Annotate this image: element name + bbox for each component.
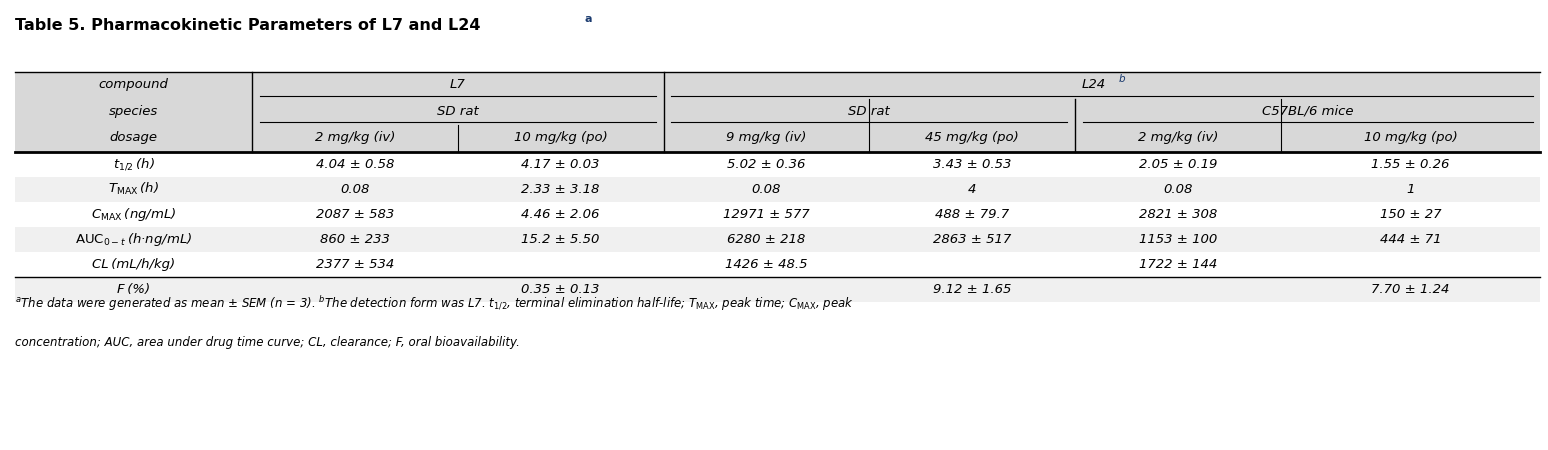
Bar (15, 227, 1540, 252)
Text: 10 mg/kg (po): 10 mg/kg (po) (514, 131, 607, 144)
Text: 0.08: 0.08 (752, 183, 782, 196)
Text: 2 mg/kg (iv): 2 mg/kg (iv) (1138, 131, 1218, 144)
Bar (15, 152, 1540, 176)
Text: 1153 ± 100: 1153 ± 100 (1139, 233, 1217, 246)
Text: 444 ± 71: 444 ± 71 (1379, 233, 1441, 246)
Bar (15, 277, 1540, 302)
Bar (15, 176, 1540, 202)
Text: 2377 ± 534: 2377 ± 534 (316, 258, 393, 271)
Text: C57BL/6 mice: C57BL/6 mice (1262, 104, 1353, 117)
Text: 12971 ± 577: 12971 ± 577 (723, 208, 810, 221)
Text: $T_{\mathrm{MAX}}$ (h): $T_{\mathrm{MAX}}$ (h) (108, 181, 159, 197)
Text: $^a$The data were generated as mean $\pm$ SEM ($n$ = 3). $^b$The detection form : $^a$The data were generated as mean $\pm… (15, 295, 854, 314)
Text: 7.70 ± 1.24: 7.70 ± 1.24 (1372, 283, 1450, 296)
Text: F (%): F (%) (118, 283, 150, 296)
Bar (15, 252, 1540, 277)
Text: a: a (585, 14, 591, 24)
Text: 2.33 ± 3.18: 2.33 ± 3.18 (522, 183, 599, 196)
Text: 2863 ± 517: 2863 ± 517 (933, 233, 1011, 246)
Text: $t_{1/2}$ (h): $t_{1/2}$ (h) (113, 156, 155, 172)
Text: 4.17 ± 0.03: 4.17 ± 0.03 (522, 158, 599, 171)
Text: compound: compound (99, 78, 169, 91)
Text: 9.12 ± 1.65: 9.12 ± 1.65 (933, 283, 1011, 296)
Text: 9 mg/kg (iv): 9 mg/kg (iv) (726, 131, 807, 144)
Text: 4.04 ± 0.58: 4.04 ± 0.58 (316, 158, 393, 171)
Text: species: species (108, 104, 158, 117)
Bar (15, 125, 1540, 152)
Text: $\mathrm{AUC}_{0-t}$ (h·ng/mL): $\mathrm{AUC}_{0-t}$ (h·ng/mL) (74, 231, 192, 248)
Text: 488 ± 79.7: 488 ± 79.7 (935, 208, 1009, 221)
Text: 1.55 ± 0.26: 1.55 ± 0.26 (1372, 158, 1450, 171)
Text: CL (mL/h/kg): CL (mL/h/kg) (91, 258, 175, 271)
Text: 4: 4 (968, 183, 977, 196)
Text: $C_{\mathrm{MAX}}$ (ng/mL): $C_{\mathrm{MAX}}$ (ng/mL) (91, 206, 176, 223)
Text: 3.43 ± 0.53: 3.43 ± 0.53 (933, 158, 1011, 171)
Bar (15, 72, 1540, 99)
Text: 6280 ± 218: 6280 ± 218 (728, 233, 805, 246)
Text: 0.08: 0.08 (1164, 183, 1194, 196)
Text: 5.02 ± 0.36: 5.02 ± 0.36 (728, 158, 805, 171)
Text: 15.2 ± 5.50: 15.2 ± 5.50 (522, 233, 599, 246)
Text: concentration; AUC, area under drug time curve; CL, clearance; F, oral bioavaila: concentration; AUC, area under drug time… (15, 336, 520, 349)
Text: L7: L7 (450, 78, 466, 91)
Bar (15, 202, 1540, 227)
Text: 860 ± 233: 860 ± 233 (320, 233, 390, 246)
Text: 1426 ± 48.5: 1426 ± 48.5 (724, 258, 808, 271)
Text: SD rat: SD rat (437, 104, 478, 117)
Text: 0.08: 0.08 (341, 183, 370, 196)
Text: 1: 1 (1407, 183, 1415, 196)
Text: b: b (1119, 74, 1125, 84)
Text: 4.46 ± 2.06: 4.46 ± 2.06 (522, 208, 599, 221)
Text: 2087 ± 583: 2087 ± 583 (316, 208, 393, 221)
Text: 45 mg/kg (po): 45 mg/kg (po) (926, 131, 1019, 144)
Bar (15, 99, 1540, 125)
Text: dosage: dosage (110, 131, 158, 144)
Text: 150 ± 27: 150 ± 27 (1379, 208, 1441, 221)
Text: SD rat: SD rat (848, 104, 890, 117)
Text: Table 5. Pharmacokinetic Parameters of L7 and L24: Table 5. Pharmacokinetic Parameters of L… (15, 18, 481, 33)
Text: 10 mg/kg (po): 10 mg/kg (po) (1364, 131, 1458, 144)
Text: L24: L24 (1082, 78, 1107, 91)
Text: 0.35 ± 0.13: 0.35 ± 0.13 (522, 283, 599, 296)
Text: 2.05 ± 0.19: 2.05 ± 0.19 (1139, 158, 1217, 171)
Text: 2 mg/kg (iv): 2 mg/kg (iv) (314, 131, 395, 144)
Text: 2821 ± 308: 2821 ± 308 (1139, 208, 1217, 221)
Text: 1722 ± 144: 1722 ± 144 (1139, 258, 1217, 271)
